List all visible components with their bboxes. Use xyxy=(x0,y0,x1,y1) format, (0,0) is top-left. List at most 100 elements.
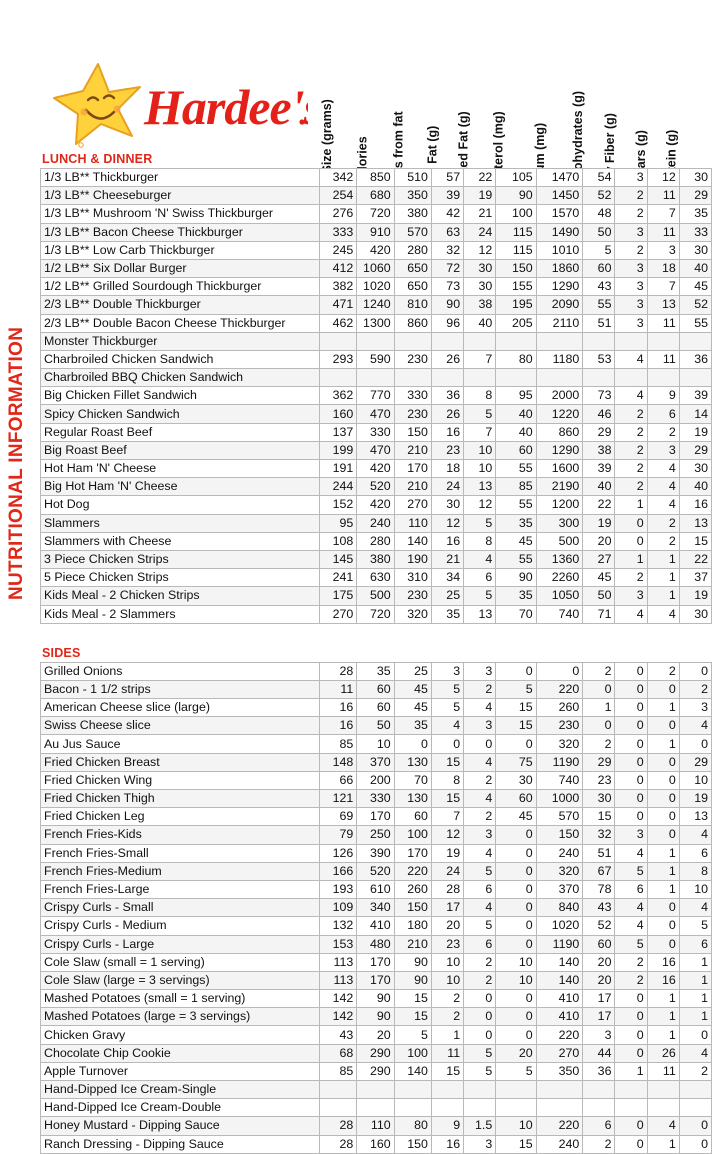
nutrition-value: 90 xyxy=(393,970,432,991)
nutrition-value: 5 xyxy=(430,698,465,718)
hardees-logo: Hardee's xyxy=(52,58,308,150)
nutrition-value: 220 xyxy=(535,1025,584,1045)
nutrition-value: 166 xyxy=(318,861,358,881)
nutrition-value: 19 xyxy=(430,843,465,863)
item-name: Fried Chicken Wing xyxy=(40,770,320,791)
nutrition-value: 300 xyxy=(535,513,584,533)
nutrition-value xyxy=(495,1098,537,1118)
nutrition-value: 680 xyxy=(356,186,395,206)
nutrition-value xyxy=(463,1079,497,1100)
nutrition-value: 100 xyxy=(393,1043,432,1063)
nutrition-value: 23 xyxy=(430,440,465,461)
column-header: Serving Size (grams) xyxy=(309,18,345,223)
nutrition-value: 7 xyxy=(646,204,680,224)
nutrition-value: 2 xyxy=(614,422,648,442)
nutrition-value: 35 xyxy=(678,204,713,224)
table-row: Slammers with Cheese 108 280 140 16 8 45 500 20 0… xyxy=(40,531,713,551)
nutrition-value: 90 xyxy=(495,568,537,588)
column-header: Total Fat (g) xyxy=(417,18,448,197)
nutrition-value: 66 xyxy=(318,770,358,791)
nutrition-value: 5 xyxy=(463,513,497,533)
item-name: Crispy Curls - Medium xyxy=(40,916,320,936)
nutrition-value: 380 xyxy=(393,204,432,224)
nutrition-value: 2190 xyxy=(535,477,584,497)
nutrition-value: 26 xyxy=(430,404,465,424)
nutrition-value: 205 xyxy=(495,313,537,333)
nutrition-value: 8 xyxy=(430,770,465,791)
nutrition-value: 1 xyxy=(646,734,680,754)
nutrition-value: 650 xyxy=(393,258,432,279)
nutrition-value: 22 xyxy=(463,167,497,188)
nutrition-value xyxy=(356,331,395,351)
nutrition-value: 50 xyxy=(582,586,616,606)
nutrition-value: 9 xyxy=(646,386,680,406)
item-name: Big Roast Beef xyxy=(40,440,320,461)
nutrition-value: 0 xyxy=(495,661,537,681)
item-name: Au Jus Sauce xyxy=(40,734,320,754)
table-row: Big Hot Ham 'N' Cheese 244 520 210 24 13 85 219… xyxy=(40,477,713,497)
nutrition-value: 30 xyxy=(430,495,465,515)
nutrition-value: 108 xyxy=(318,531,358,551)
table-row: Fried Chicken Leg 69 170 60 7 2 45 570 15 0 0 13 xyxy=(40,807,713,827)
nutrition-value: 28 xyxy=(318,1116,358,1136)
nutrition-value xyxy=(463,331,497,351)
item-name: Fried Chicken Leg xyxy=(40,807,320,827)
item-name: Fried Chicken Breast xyxy=(40,752,320,772)
nutrition-value: 2 xyxy=(614,440,648,461)
table-row: Mashed Potatoes (small = 1 serving) 142 90… xyxy=(40,989,713,1009)
nutrition-value: 130 xyxy=(393,788,432,809)
nutrition-value: 2 xyxy=(646,513,680,533)
nutrition-value: 740 xyxy=(535,770,584,791)
item-name: Hot Dog xyxy=(40,495,320,515)
nutrition-value: 1 xyxy=(646,568,680,588)
table-row: Mashed Potatoes (large = 3 servings) 142 9… xyxy=(40,1007,713,1027)
nutrition-value: 254 xyxy=(318,186,358,206)
nutrition-value: 63 xyxy=(430,222,465,242)
item-name: 1/2 LB** Six Dollar Burger xyxy=(40,258,320,279)
item-name: Swiss Cheese slice xyxy=(40,716,320,736)
nutrition-value: 7 xyxy=(463,422,497,442)
nutrition-value: 210 xyxy=(393,440,432,461)
nutrition-table: 1/3 LB** Thickburger 342 850 510 57 22 105 1470… xyxy=(40,167,713,624)
nutrition-value: 4 xyxy=(646,495,680,515)
nutrition-value: 910 xyxy=(356,222,395,242)
nutrition-value: 0 xyxy=(495,843,537,863)
nutrition-value: 2 xyxy=(614,186,648,206)
nutrition-value: 0 xyxy=(614,752,648,772)
nutrition-value: 170 xyxy=(356,970,395,991)
nutrition-value: 210 xyxy=(393,934,432,954)
nutrition-value: 160 xyxy=(318,404,358,424)
nutrition-value: 6 xyxy=(646,404,680,424)
table-row: 1/2 LB** Six Dollar Burger 412 1060 650 72 30… xyxy=(40,258,713,279)
table-row: Honey Mustard - Dipping Sauce 28 110 80 9 1.5… xyxy=(40,1116,713,1136)
nutrition-value: 330 xyxy=(356,788,395,809)
nutrition-value: 770 xyxy=(356,386,395,406)
nutrition-value: 1190 xyxy=(535,934,584,954)
nutrition-value: 42 xyxy=(430,204,465,224)
nutrition-value: 20 xyxy=(356,1025,395,1045)
nutrition-value: 370 xyxy=(535,879,584,900)
nutrition-value: 1190 xyxy=(535,752,584,772)
nutrition-value: 0 xyxy=(614,989,648,1009)
item-name: 1/2 LB** Grilled Sourdough Thickburger xyxy=(40,277,320,297)
nutrition-value: 2 xyxy=(614,404,648,424)
nutrition-value: 20 xyxy=(495,1043,537,1063)
item-name: Chicken Gravy xyxy=(40,1025,320,1045)
nutrition-value: 1 xyxy=(646,698,680,718)
nutrition-value: 18 xyxy=(430,458,465,479)
nutrition-value: 1 xyxy=(646,1025,680,1045)
nutrition-value: 370 xyxy=(356,752,395,772)
nutrition-value: 2 xyxy=(614,568,648,588)
nutrition-value: 0 xyxy=(495,734,537,754)
nutrition-value: 105 xyxy=(495,167,537,188)
nutrition-value: 1 xyxy=(582,698,616,718)
nutrition-value: 1 xyxy=(646,989,680,1009)
nutrition-value: 60 xyxy=(582,258,616,279)
nutrition-value: 1290 xyxy=(535,277,584,297)
nutrition-value: 22 xyxy=(582,495,616,515)
nutrition-value: 16 xyxy=(646,970,680,991)
nutrition-value: 30 xyxy=(463,277,497,297)
nutrition-value: 25 xyxy=(430,586,465,606)
table-row: Grilled Onions 28 35 25 3 3 0 0 2 0 2 0 xyxy=(40,661,713,681)
nutrition-value xyxy=(430,368,465,388)
